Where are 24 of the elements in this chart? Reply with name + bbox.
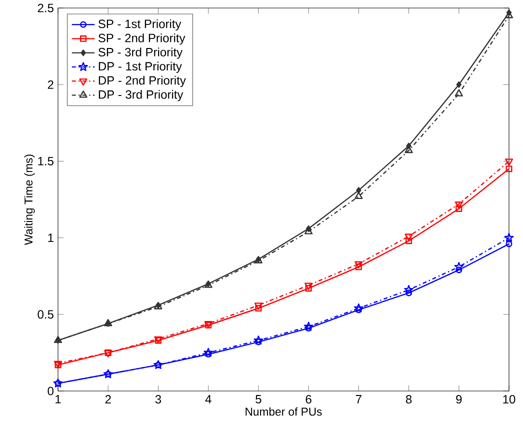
x-tick-label: 1 xyxy=(56,395,61,404)
y-tick-label: 2.5 xyxy=(38,4,54,12)
x-tick-label: 7 xyxy=(356,395,362,404)
x-axis-title: Number of PUs xyxy=(246,407,322,416)
legend-label: SP - 1st Priority xyxy=(98,19,182,31)
x-tick-label: 3 xyxy=(155,395,162,404)
x-tick-label: 8 xyxy=(406,395,412,404)
legend-label: DP - 2nd Priority xyxy=(98,76,186,88)
x-tick-label: 9 xyxy=(456,395,462,404)
y-tick-label: 1 xyxy=(48,234,54,242)
x-tick-label: 6 xyxy=(306,395,312,404)
x-tick-label: 2 xyxy=(105,395,111,404)
x-tick-label: 10 xyxy=(503,395,516,404)
x-tick-label: 5 xyxy=(256,395,262,404)
legend-label: SP - 3rd Priority xyxy=(98,48,183,59)
legend-label: DP - 1st Priority xyxy=(98,62,182,73)
legend-label: DP - 3rd Priority xyxy=(98,90,184,102)
y-tick-label: 0.5 xyxy=(38,310,54,319)
y-tick-label: 0 xyxy=(48,386,54,396)
legend-label: SP - 2nd Priority xyxy=(98,33,186,45)
y-axis-title: Waiting Time (ms) xyxy=(24,154,35,246)
y-tick-label: 1.5 xyxy=(38,157,54,166)
y-tick-label: 2 xyxy=(48,80,54,89)
x-tick-label: 4 xyxy=(205,395,212,404)
